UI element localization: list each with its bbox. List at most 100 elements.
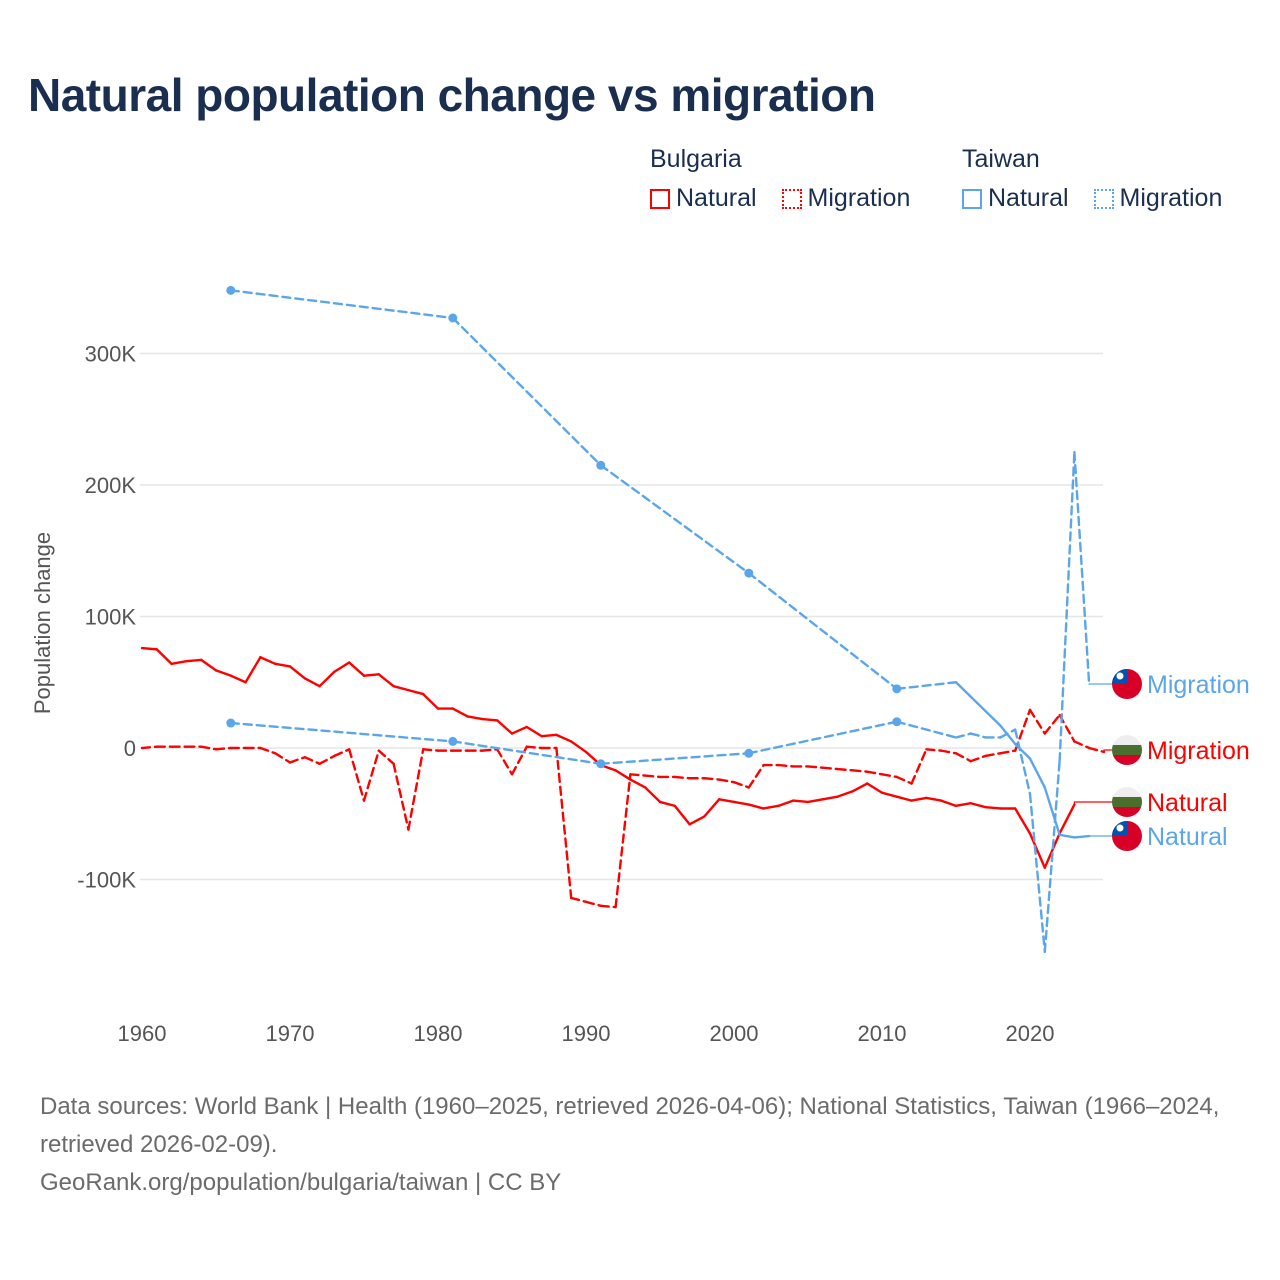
line-segment	[599, 752, 750, 765]
line-segment	[555, 733, 573, 743]
line-segment	[880, 773, 898, 779]
flag-stripe-red	[1112, 807, 1142, 817]
x-tick-label: 1960	[118, 1021, 167, 1046]
legend-label: Migration	[807, 184, 911, 212]
line-segment	[333, 661, 351, 673]
series-bulgaria-migration	[140, 708, 1106, 909]
line-segment	[718, 798, 736, 804]
y-tick-label: 200K	[85, 473, 137, 498]
line-segment	[910, 748, 928, 785]
line-segment	[851, 769, 869, 773]
line-segment	[954, 732, 972, 739]
line-segment	[747, 571, 898, 691]
line-segment	[703, 777, 721, 781]
flag-stripe-white	[1112, 735, 1142, 745]
x-tick-label: 2010	[858, 1021, 907, 1046]
line-segment	[451, 740, 602, 765]
line-segment	[1028, 708, 1047, 735]
line-segment	[732, 800, 750, 806]
line-segment	[525, 745, 543, 750]
taiwan-flag-icon	[1112, 821, 1142, 851]
flag-body	[1112, 669, 1142, 699]
series-bulgaria-natural	[140, 646, 1076, 869]
line-segment	[555, 746, 573, 900]
line-segment	[155, 648, 173, 666]
line-segment	[392, 762, 410, 831]
line-segment	[1043, 713, 1061, 735]
line-segment	[1014, 728, 1032, 796]
data-point	[892, 717, 902, 727]
line-segment	[451, 707, 469, 718]
line-segment	[540, 733, 558, 738]
line-segment	[422, 692, 440, 710]
line-segment	[496, 719, 514, 735]
legend-title: Taiwan	[962, 145, 1040, 173]
dotted-swatch-icon	[1093, 188, 1114, 209]
line-segment	[629, 778, 647, 789]
legend-item-taiwan-natural[interactable]: Natural	[962, 184, 1069, 213]
line-segment	[259, 656, 277, 666]
flag-body	[1112, 821, 1142, 851]
line-segment	[969, 754, 987, 763]
line-segment	[599, 464, 750, 575]
line-segment	[229, 289, 454, 320]
line-segment	[925, 748, 943, 752]
line-segment	[895, 795, 913, 802]
line-segment	[362, 673, 380, 677]
series-taiwan-migration	[226, 450, 1091, 954]
line-segment	[895, 775, 913, 785]
legend-title: Bulgaria	[650, 145, 742, 173]
line-segment	[451, 316, 602, 467]
data-point	[448, 736, 458, 746]
x-tick-label: 1970	[266, 1021, 315, 1046]
flag-sun	[1116, 824, 1124, 832]
line-segment	[984, 805, 1002, 810]
data-point	[596, 460, 606, 470]
line-segment	[288, 665, 306, 680]
line-segment	[895, 681, 958, 691]
credit-link[interactable]: GeoRank.org/population/bulgaria/taiwan |…	[40, 1169, 562, 1196]
line-segment	[407, 748, 425, 831]
data-point	[744, 568, 754, 578]
line-segment	[940, 749, 958, 755]
line-segment	[688, 815, 706, 826]
bulgaria-flag-icon	[1112, 787, 1142, 817]
line-segment	[1087, 746, 1106, 754]
legend-item-bulgaria-natural[interactable]: Natural	[650, 184, 757, 213]
x-tick-label: 1990	[562, 1021, 611, 1046]
line-segment	[481, 717, 499, 722]
line-segment	[1028, 832, 1047, 869]
line-segment	[259, 746, 277, 755]
line-segment	[333, 748, 351, 758]
line-segment	[1028, 757, 1047, 789]
legend-item-bulgaria-migration[interactable]: Migration	[781, 184, 911, 213]
line-segment	[170, 660, 188, 666]
line-segment	[629, 773, 647, 777]
legend-item-taiwan-migration[interactable]: Migration	[1093, 184, 1222, 213]
x-tick-label: 1980	[414, 1021, 463, 1046]
line-segment	[244, 656, 262, 684]
line-segment	[925, 796, 943, 802]
line-segment	[1014, 742, 1032, 760]
line-segment	[303, 756, 321, 765]
line-segment	[140, 646, 159, 651]
line-segment	[703, 798, 721, 818]
line-segment	[954, 752, 972, 763]
line-segment	[806, 798, 824, 804]
line-segment	[614, 769, 632, 781]
data-point	[226, 718, 236, 728]
legend-group-taiwan: Taiwan Natural Migration	[962, 145, 1240, 216]
line-segment	[999, 749, 1017, 755]
flag-stripe-red	[1112, 755, 1142, 765]
line-segment	[777, 763, 795, 768]
line-segment	[229, 674, 247, 684]
y-tick-label: 0	[124, 736, 136, 761]
line-segment	[969, 802, 987, 809]
end-label-bulgaria-migration: Migration	[1147, 737, 1250, 765]
line-segment	[214, 746, 233, 751]
line-segment	[836, 790, 854, 798]
data-point	[596, 759, 606, 769]
line-segment	[718, 778, 736, 784]
line-segment	[821, 766, 839, 771]
